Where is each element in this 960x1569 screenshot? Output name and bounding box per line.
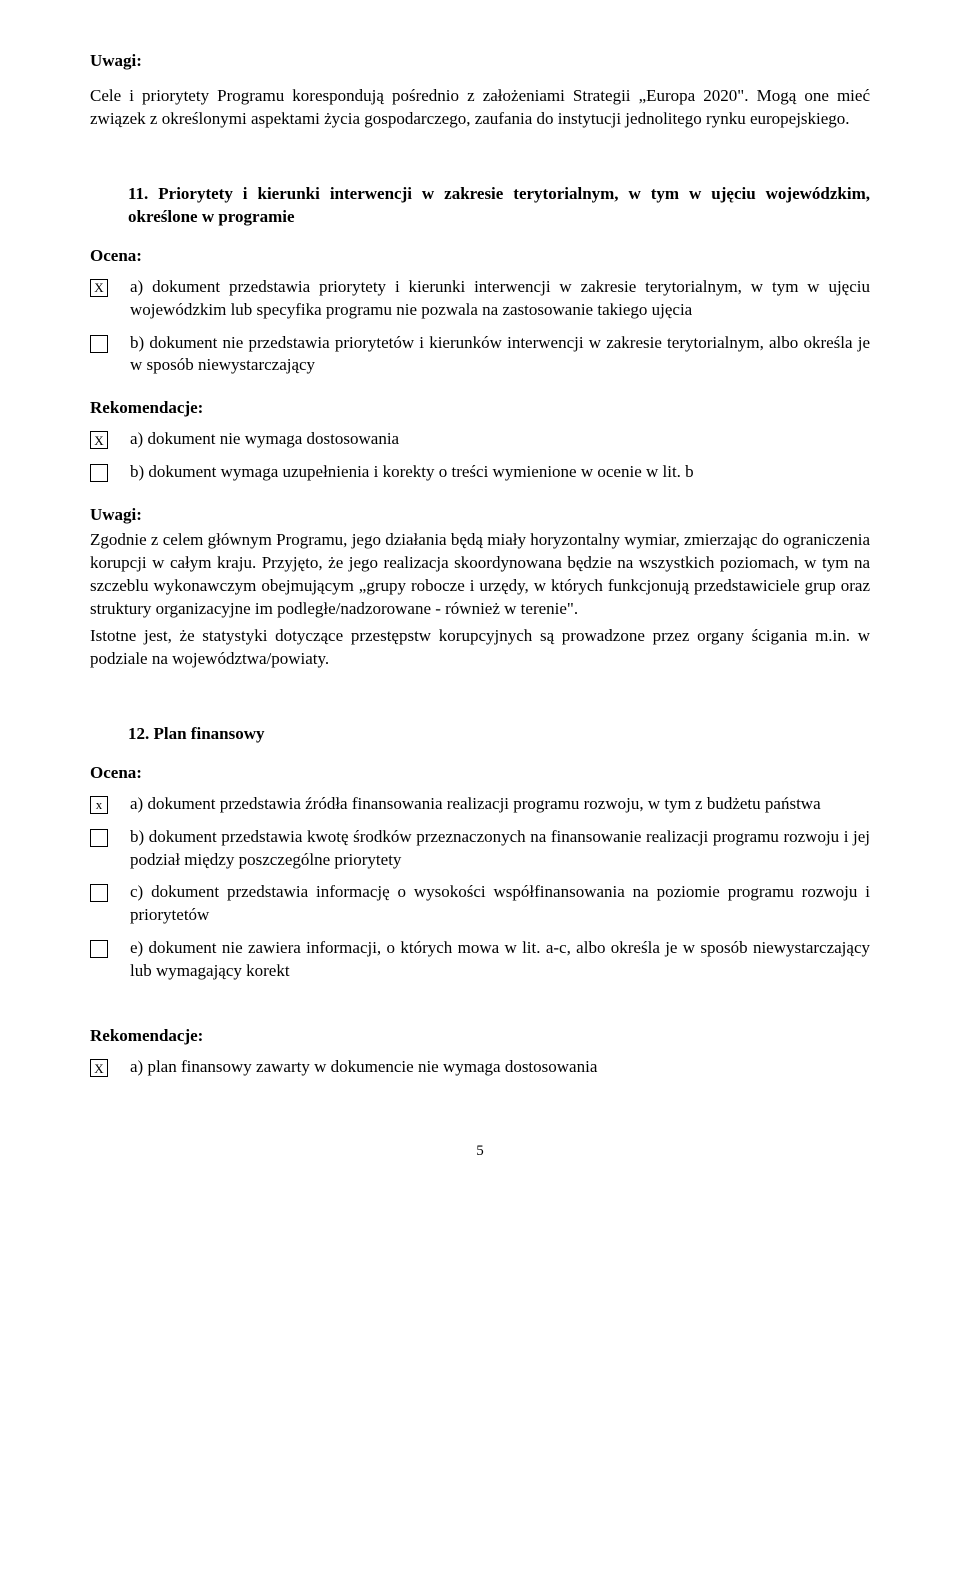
remarks-text: Istotne jest, że statystyki dotyczące pr… [90,625,870,671]
remarks-text: Zgodnie z celem głównym Programu, jego d… [90,529,870,621]
ocena-item: X a) dokument przedstawia priorytety i k… [90,276,870,322]
checkbox[interactable] [90,335,108,353]
rekomendacje-label: Rekomendacje: [90,1025,870,1048]
ocena-item: e) dokument nie zawiera informacji, o kt… [90,937,870,983]
ocena-item: x a) dokument przedstawia źródła finanso… [90,793,870,816]
checkbox[interactable] [90,829,108,847]
checkbox[interactable] [90,940,108,958]
remarks-text: Cele i priorytety Programu korespondują … [90,85,870,131]
checkbox[interactable]: X [90,279,108,297]
ocena-item: c) dokument przedstawia informację o wys… [90,881,870,927]
ocena-item-text: e) dokument nie zawiera informacji, o kt… [130,937,870,983]
checkbox[interactable]: X [90,1059,108,1077]
remarks-heading: Uwagi: [90,50,870,73]
ocena-item-text: a) dokument przedstawia priorytety i kie… [130,276,870,322]
rekom-item-text: a) dokument nie wymaga dostosowania [130,428,870,451]
ocena-item-text: b) dokument przedstawia kwotę środków pr… [130,826,870,872]
ocena-label: Ocena: [90,762,870,785]
section-11-heading: 11. Priorytety i kierunki interwencji w … [128,183,870,229]
ocena-item: b) dokument nie przedstawia priorytetów … [90,332,870,378]
checkbox[interactable]: X [90,431,108,449]
checkbox[interactable]: x [90,796,108,814]
remarks-heading: Uwagi: [90,504,870,527]
rekomendacje-label: Rekomendacje: [90,397,870,420]
checkbox[interactable] [90,884,108,902]
section-12-heading: 12. Plan finansowy [128,723,870,746]
page-number: 5 [90,1141,870,1161]
ocena-item-text: c) dokument przedstawia informację o wys… [130,881,870,927]
ocena-item: b) dokument przedstawia kwotę środków pr… [90,826,870,872]
rekom-item-text: b) dokument wymaga uzupełnienia i korekt… [130,461,870,484]
ocena-label: Ocena: [90,245,870,268]
rekom-item: b) dokument wymaga uzupełnienia i korekt… [90,461,870,484]
checkbox[interactable] [90,464,108,482]
rekom-item: X a) dokument nie wymaga dostosowania [90,428,870,451]
rekom-item: X a) plan finansowy zawarty w dokumencie… [90,1056,870,1079]
rekom-item-text: a) plan finansowy zawarty w dokumencie n… [130,1056,870,1079]
ocena-item-text: b) dokument nie przedstawia priorytetów … [130,332,870,378]
ocena-item-text: a) dokument przedstawia źródła finansowa… [130,793,870,816]
